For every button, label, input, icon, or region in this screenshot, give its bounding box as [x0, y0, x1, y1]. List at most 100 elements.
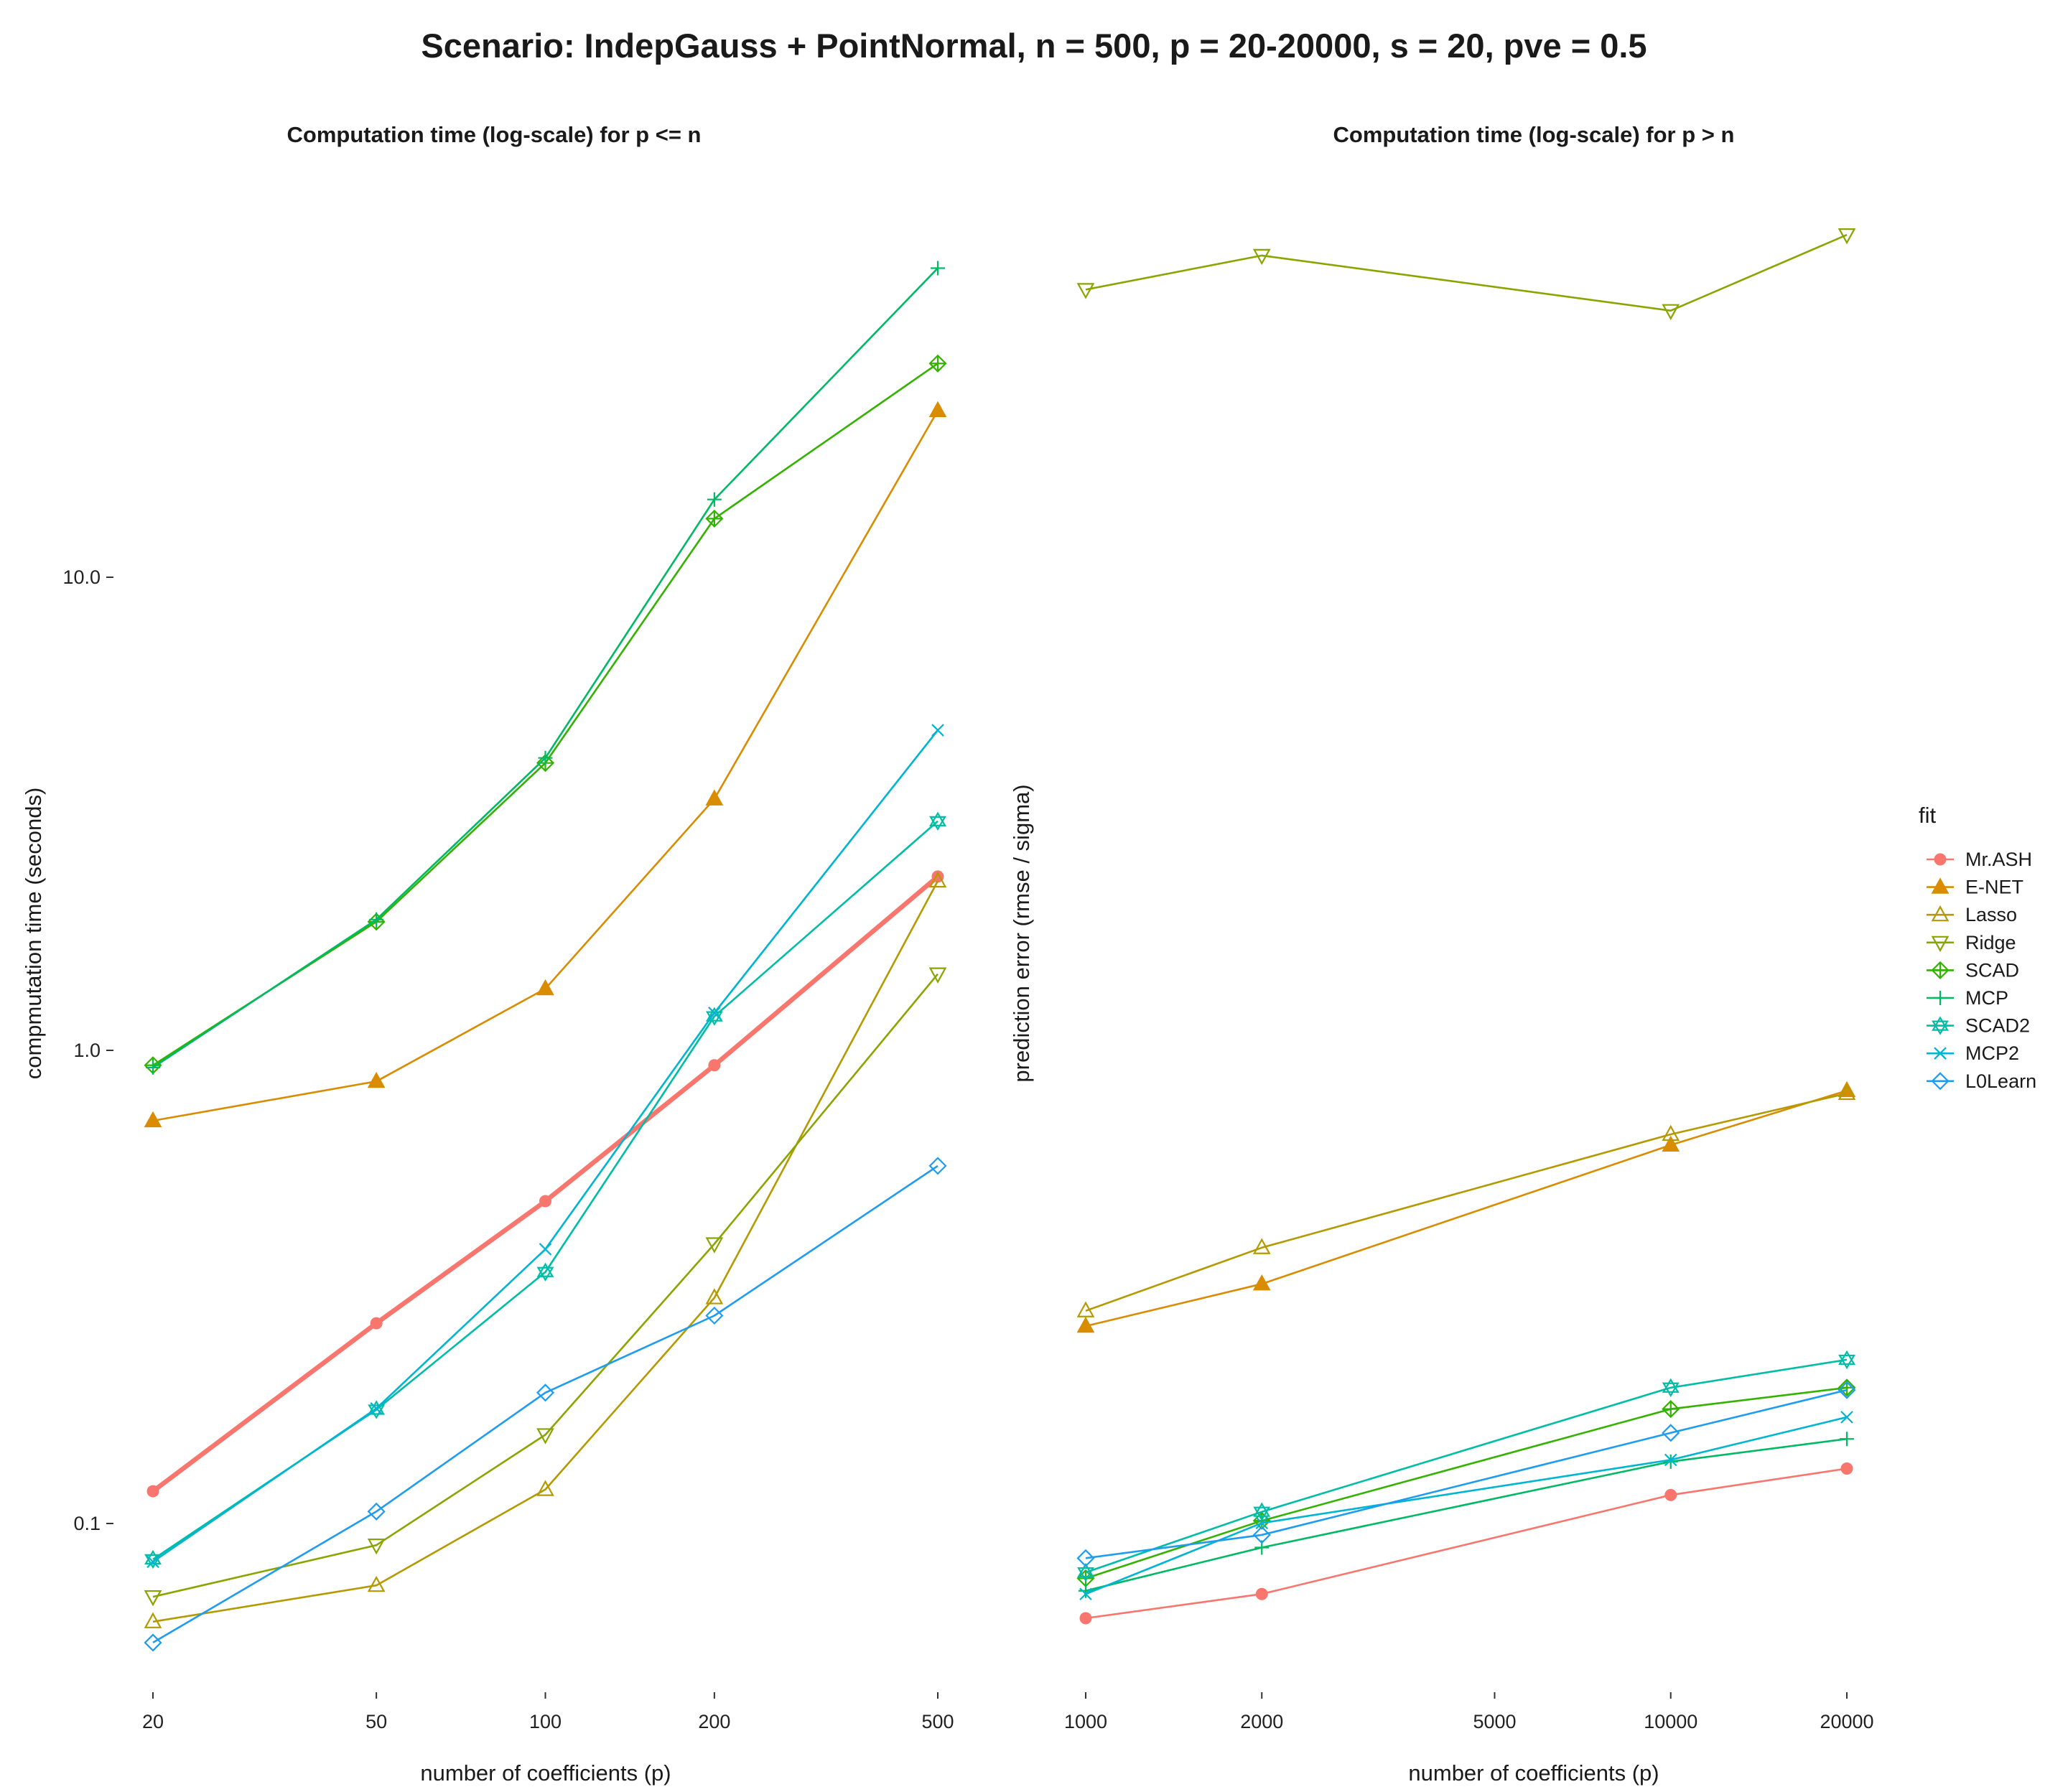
point-lasso	[1252, 1238, 1271, 1254]
legend-label: MCP	[1965, 987, 2008, 1009]
point-mcp2	[1664, 1453, 1677, 1467]
left-y-axis-title: compmutation time (seconds)	[21, 788, 46, 1080]
point-ridge	[705, 1237, 724, 1254]
legend-key-marker	[1933, 991, 1947, 1005]
legend: fit Mr.ASH E-NET Lasso Ridge SCAD MCP SCAD2 MCP…	[1919, 803, 2036, 1092]
point-ridge	[928, 967, 947, 984]
line-lasso	[152, 880, 939, 1623]
right-series-group	[1076, 228, 1856, 1625]
line-mcp2	[152, 729, 939, 1563]
point-e-net	[1252, 1274, 1271, 1291]
point-e-net	[1076, 1316, 1095, 1333]
point-e-net	[536, 979, 554, 996]
legend-key-marker	[1934, 1047, 1947, 1060]
point-lasso	[536, 1480, 554, 1496]
series-scad2	[144, 811, 946, 1569]
point-e-net	[705, 789, 724, 806]
line-e-net	[1085, 1089, 1848, 1327]
point-lasso	[1076, 1301, 1095, 1317]
point-mcp	[538, 750, 553, 765]
series-e-net	[144, 401, 947, 1128]
series-lasso	[144, 871, 947, 1628]
legend-key-marker	[1931, 877, 1950, 894]
legend-label: Ridge	[1965, 932, 2016, 953]
legend-item-scad2: SCAD2	[1927, 1015, 2030, 1037]
point-l0learn	[367, 1502, 386, 1521]
right-y-axis-title: prediction error (rmse / sigma)	[1009, 784, 1034, 1082]
left-panel: Computation time (log-scale) for p <= n …	[21, 122, 954, 1786]
line-l0learn	[1085, 1389, 1848, 1559]
point-l0learn	[1662, 1424, 1680, 1442]
point-mr-ash	[146, 1485, 159, 1498]
legend-label: SCAD2	[1965, 1015, 2030, 1037]
point-scad	[1662, 1400, 1680, 1419]
line-mcp2	[1085, 1416, 1848, 1595]
point-ridge	[144, 1590, 162, 1607]
point-mr-ash	[1079, 1612, 1092, 1625]
left-x-axis: 20 50 100 200 500	[142, 1692, 954, 1732]
series-l0learn	[1076, 1381, 1856, 1567]
line-l0learn	[152, 1165, 938, 1644]
series-mcp	[146, 261, 945, 1075]
series-ridge	[144, 967, 947, 1607]
series-lasso	[1076, 1083, 1856, 1317]
point-scad2	[1838, 1350, 1855, 1370]
x-tick-label: 2000	[1240, 1711, 1283, 1732]
x-tick-label: 20	[142, 1711, 164, 1732]
legend-label: SCAD	[1965, 959, 2019, 981]
point-scad2	[536, 1262, 554, 1282]
legend-title: fit	[1919, 803, 1937, 828]
x-tick-label: 100	[529, 1711, 562, 1732]
point-scad	[928, 354, 947, 373]
point-l0learn	[705, 1306, 724, 1325]
x-tick-label: 50	[365, 1711, 387, 1732]
legend-item-mcp2: MCP2	[1927, 1042, 2019, 1064]
point-mcp2	[931, 724, 944, 737]
right-x-axis: 1000 2000 5000 10000 20000	[1064, 1692, 1874, 1732]
point-ridge	[1252, 248, 1271, 266]
line-scad	[152, 363, 938, 1066]
left-x-axis-title: number of coefficients (p)	[420, 1760, 671, 1786]
line-scad2	[1085, 1358, 1848, 1574]
point-scad2	[929, 811, 946, 831]
series-scad2	[1077, 1350, 1855, 1582]
point-l0learn	[536, 1383, 555, 1402]
series-l0learn	[144, 1157, 947, 1652]
legend-item-lasso: Lasso	[1927, 904, 2017, 925]
line-ridge	[152, 973, 939, 1598]
legend-label: E-NET	[1965, 877, 2023, 898]
point-mcp2	[1840, 1411, 1853, 1424]
point-mr-ash	[370, 1317, 383, 1330]
point-mcp	[369, 912, 384, 927]
point-lasso	[705, 1288, 724, 1305]
series-mr-ash	[146, 870, 944, 1498]
point-ridge	[1838, 228, 1856, 245]
x-tick-label: 5000	[1473, 1711, 1516, 1732]
point-lasso	[1838, 1083, 1856, 1101]
series-ridge	[1076, 228, 1856, 320]
point-mcp2	[146, 1555, 159, 1569]
point-e-net	[367, 1071, 386, 1088]
point-mr-ash	[708, 1059, 721, 1072]
point-mcp2	[1079, 1587, 1092, 1601]
point-ridge	[367, 1539, 386, 1555]
point-l0learn	[144, 1633, 162, 1652]
series-mr-ash	[1079, 1462, 1853, 1625]
point-lasso	[144, 1612, 162, 1628]
legend-key-marker	[1932, 1016, 1949, 1035]
point-e-net	[1662, 1135, 1680, 1152]
left-series-group	[144, 261, 947, 1652]
legend-label: Mr.ASH	[1965, 849, 2032, 870]
x-tick-label: 1000	[1064, 1711, 1107, 1732]
point-mcp	[707, 492, 722, 507]
legend-item-l0learn: L0Learn	[1927, 1070, 2036, 1092]
point-scad	[705, 509, 724, 528]
legend-key-marker	[1931, 1072, 1950, 1091]
y-tick-label: 0.1	[73, 1513, 101, 1534]
point-mr-ash	[1255, 1587, 1268, 1600]
x-tick-label: 10000	[1644, 1711, 1697, 1732]
point-scad2	[1077, 1562, 1094, 1582]
point-ridge	[1076, 283, 1095, 299]
point-l0learn	[1838, 1381, 1856, 1399]
